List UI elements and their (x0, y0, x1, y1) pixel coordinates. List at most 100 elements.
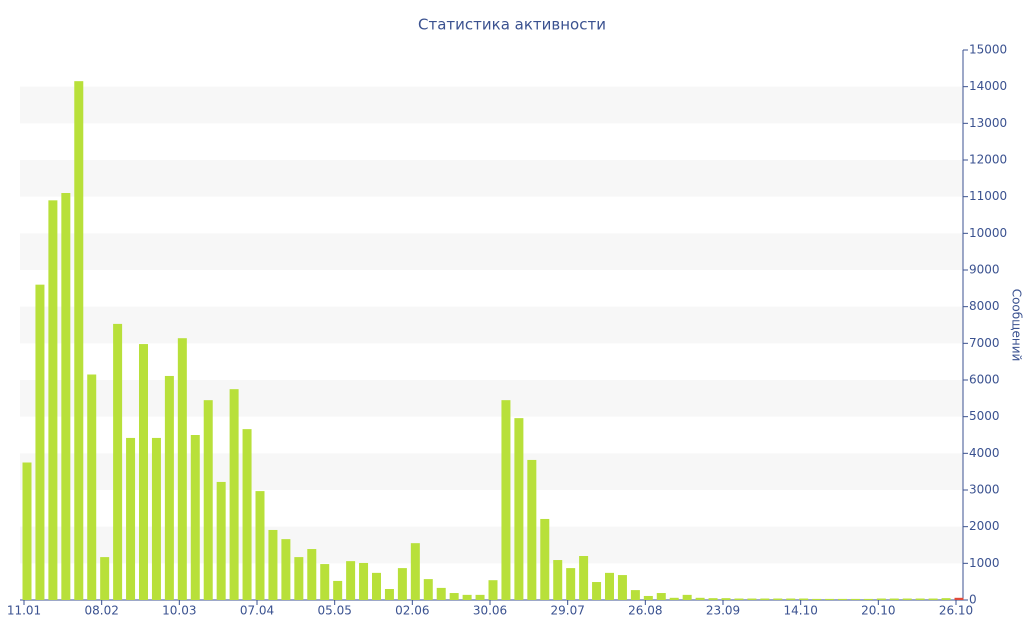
grid-band (20, 86, 963, 124)
bar (863, 598, 873, 600)
bar (359, 562, 369, 600)
bar (747, 598, 757, 600)
grid-band (20, 233, 963, 270)
x-tick-label: 23.09 (706, 604, 740, 618)
bar (838, 598, 847, 600)
x-tick-label: 11.01 (7, 604, 41, 618)
bar (139, 344, 148, 600)
x-tick-label: 10.03 (162, 604, 196, 618)
bar (708, 598, 718, 600)
bar (540, 518, 550, 600)
y-axis-label: Сообщений (1010, 289, 1024, 362)
grid-band (20, 306, 963, 344)
x-tick-label: 29.07 (550, 604, 584, 618)
bar (553, 560, 563, 600)
grid-band (20, 380, 963, 417)
bar (928, 598, 938, 600)
bar (151, 437, 161, 600)
bar (48, 200, 58, 601)
bar (177, 338, 187, 600)
grid-band (20, 160, 963, 197)
y-tick-label: 0 (969, 593, 977, 607)
chart-title: Статистика активности (418, 16, 606, 34)
bar (126, 437, 136, 600)
bar (255, 491, 265, 600)
y-tick-label: 12000 (969, 153, 1007, 167)
bar (462, 594, 472, 600)
x-tick-label: 07.04 (240, 604, 274, 618)
bar (695, 597, 705, 600)
x-tick-label: 14.10 (783, 604, 817, 618)
grid-band (20, 526, 963, 564)
bar (397, 568, 407, 600)
bar (889, 598, 899, 600)
bar (307, 549, 317, 600)
bar (61, 193, 71, 600)
bar (799, 598, 809, 600)
bar (320, 564, 330, 600)
bar (669, 597, 679, 600)
grid-band (20, 453, 963, 490)
y-tick-label: 7000 (969, 336, 1000, 350)
y-tick-label: 4000 (969, 446, 1000, 460)
bar (630, 590, 640, 600)
bar (294, 557, 304, 600)
bar (203, 400, 213, 600)
x-tick-label: 05.05 (317, 604, 351, 618)
bar (216, 481, 226, 600)
bar (850, 598, 860, 600)
bar (915, 598, 925, 600)
y-tick-label: 11000 (969, 189, 1007, 203)
y-tick-label: 14000 (969, 79, 1007, 93)
bar (22, 462, 32, 600)
bar (113, 323, 123, 600)
x-tick-label: 20.10 (861, 604, 895, 618)
y-tick-label: 2000 (969, 519, 1000, 533)
y-tick-label: 3000 (969, 483, 1000, 497)
bar (372, 572, 381, 600)
bar (786, 598, 796, 600)
bar (488, 580, 498, 600)
bar (164, 375, 174, 600)
bar (527, 459, 537, 600)
y-tick-label: 9000 (969, 263, 1000, 277)
bar (656, 593, 666, 600)
bar (592, 582, 602, 600)
bar (566, 568, 576, 600)
bar (954, 597, 964, 600)
bar (734, 598, 744, 600)
bar (721, 598, 731, 600)
bar (514, 418, 524, 600)
x-tick-label: 26.10 (939, 604, 973, 618)
y-tick-label: 1000 (969, 556, 1000, 570)
x-tick-label: 08.02 (84, 604, 118, 618)
x-tick-label: 26.08 (628, 604, 662, 618)
x-tick-label: 02.06 (395, 604, 429, 618)
x-tick-label: 30.06 (473, 604, 507, 618)
y-tick-label: 15000 (969, 43, 1007, 57)
y-tick-label: 6000 (969, 373, 1000, 387)
bar (281, 539, 291, 600)
bar (773, 598, 783, 600)
bar (423, 579, 433, 600)
bar (605, 572, 614, 600)
bar (436, 587, 446, 600)
bar (812, 598, 822, 600)
bar (35, 284, 45, 600)
bar (100, 557, 110, 600)
bar (333, 580, 343, 600)
bar (876, 598, 886, 600)
bar (682, 594, 692, 600)
bar (617, 575, 627, 600)
y-tick-label: 5000 (969, 409, 1000, 423)
bar (760, 598, 770, 600)
bar (384, 589, 394, 600)
y-tick-label: 10000 (969, 226, 1007, 240)
bar (579, 556, 589, 600)
bar (475, 594, 485, 600)
bar (242, 429, 252, 600)
bar (87, 374, 97, 600)
bar (190, 435, 200, 600)
y-tick-label: 8000 (969, 299, 1000, 313)
